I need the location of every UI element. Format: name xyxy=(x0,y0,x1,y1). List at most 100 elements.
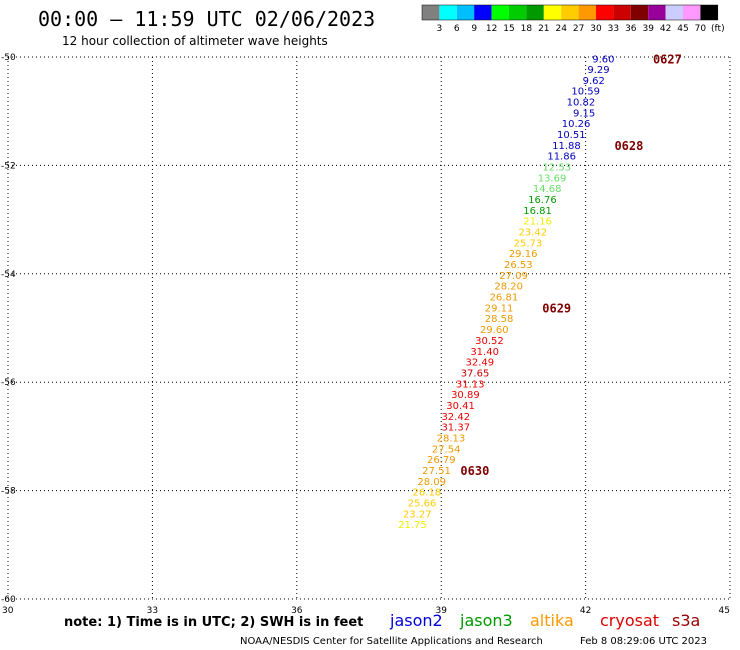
wave-height-point: 28.58 xyxy=(485,314,514,325)
y-tick-label: -54 xyxy=(1,270,16,280)
wave-height-point: 26.53 xyxy=(504,260,533,271)
plot-grid xyxy=(7,56,731,600)
time-label: 0627 xyxy=(653,53,682,67)
colorbar-tick: 18 xyxy=(521,24,533,34)
colorbar-swatch xyxy=(561,5,579,20)
wave-height-point: 29.11 xyxy=(485,303,514,314)
colorbar-legend: 3 6 9 12 15 18 21 24 27 30 33 36 39 42 45 70 (ft) xyxy=(421,4,725,34)
wave-height-point: 30.89 xyxy=(451,390,480,401)
colorbar-tick: 6 xyxy=(454,24,460,34)
satellite-legend-entry: s3a xyxy=(672,611,700,630)
colorbar-tick: 39 xyxy=(642,24,654,34)
colorbar-swatch xyxy=(648,5,666,20)
wave-height-point: 11.88 xyxy=(552,141,581,152)
wave-height-point: 27.09 xyxy=(499,271,528,282)
wave-height-point: 31.13 xyxy=(456,379,485,390)
colorbar-tick: 21 xyxy=(538,24,549,34)
colorbar-tick: 42 xyxy=(660,24,671,34)
wave-height-point: 28.09 xyxy=(417,477,446,488)
y-tick-label: -52 xyxy=(1,161,16,171)
wave-height-point: 23.27 xyxy=(403,509,432,520)
colorbar-tick: 27 xyxy=(573,24,584,34)
wave-height-point: 23.42 xyxy=(518,228,547,239)
x-tick-label: 45 xyxy=(719,606,730,616)
satellite-legend-entry: altika xyxy=(530,611,574,630)
colorbar-swatch xyxy=(683,5,701,20)
wave-height-point: 31.37 xyxy=(441,423,470,434)
colorbar-tick: 12 xyxy=(486,24,497,34)
wave-height-point: 27.54 xyxy=(432,444,461,455)
colorbar-tick: (ft) xyxy=(711,24,725,34)
wave-height-point: 10.82 xyxy=(567,97,596,108)
wave-height-point: 32.42 xyxy=(441,412,470,423)
colorbar-swatch xyxy=(578,5,596,20)
wave-height-point: 21.75 xyxy=(398,520,427,531)
colorbar-swatch xyxy=(596,5,614,20)
colorbar-tick: 33 xyxy=(608,24,619,34)
colorbar-swatch xyxy=(491,5,509,20)
y-tick-label: -56 xyxy=(1,378,16,388)
colorbar-swatch xyxy=(665,5,683,20)
wave-height-point: 32.49 xyxy=(466,358,495,369)
footer-note: note: 1) Time is in UTC; 2) SWH is in fe… xyxy=(64,615,363,630)
wave-height-point: 26.18 xyxy=(413,488,442,499)
wave-height-point: 28.13 xyxy=(437,433,466,444)
wave-height-point: 14.68 xyxy=(533,184,562,195)
chart-title: 00:00 – 11:59 UTC 02/06/2023 xyxy=(38,7,375,31)
colorbar-tick: 70 xyxy=(695,24,707,34)
colorbar-swatch xyxy=(439,5,457,20)
wave-height-point: 27.51 xyxy=(422,466,451,477)
colorbar-swatch xyxy=(526,5,544,20)
colorbar-swatch xyxy=(456,5,475,20)
time-label: 0630 xyxy=(460,464,489,478)
y-tick-label: -60 xyxy=(1,595,16,605)
wave-height-point: 29.16 xyxy=(509,249,538,260)
wave-height-point: 30.41 xyxy=(446,401,475,412)
wave-height-point: 11.86 xyxy=(547,152,576,163)
wave-height-point: 13.69 xyxy=(538,173,567,184)
wave-height-point: 25.66 xyxy=(408,499,437,510)
colorbar-tick: 24 xyxy=(555,24,567,34)
wave-height-point: 9.62 xyxy=(583,76,605,87)
wave-height-point: 12.53 xyxy=(543,162,572,173)
colorbar-swatch xyxy=(543,5,562,20)
wave-height-point: 16.81 xyxy=(523,206,552,217)
wave-height-point: 10.59 xyxy=(571,87,600,98)
wave-height-point: 26.79 xyxy=(427,455,456,466)
colorbar-swatch xyxy=(474,5,492,20)
satellite-legend-entry: jason2 xyxy=(389,611,443,630)
wave-height-point: 29.60 xyxy=(480,325,509,336)
colorbar-swatch xyxy=(509,5,527,20)
wave-height-point: 10.26 xyxy=(562,119,591,130)
y-tick-label: -58 xyxy=(1,487,16,497)
wave-height-point: 26.81 xyxy=(490,293,519,304)
time-label: 0629 xyxy=(542,301,571,315)
footer-credit: NOAA/NESDIS Center for Satellite Applica… xyxy=(240,636,543,647)
time-label: 0628 xyxy=(614,139,643,153)
colorbar-swatch xyxy=(700,5,718,20)
x-tick-label: 42 xyxy=(580,606,591,616)
colorbar-frame xyxy=(421,4,719,21)
wave-height-point: 21.16 xyxy=(523,217,552,228)
colorbar-swatch xyxy=(630,5,649,20)
colorbar-tick: 30 xyxy=(590,24,602,34)
satellite-legend-entry: cryosat xyxy=(600,611,659,630)
wave-height-point: 37.65 xyxy=(461,368,490,379)
x-tick-label: 30 xyxy=(2,606,14,616)
wave-height-point: 9.29 xyxy=(587,65,609,76)
colorbar-tick: 3 xyxy=(437,24,443,34)
wave-height-point: 30.52 xyxy=(475,336,504,347)
wave-height-point: 28.20 xyxy=(494,282,523,293)
colorbar-tick: 9 xyxy=(471,24,477,34)
wave-height-point: 9.60 xyxy=(592,55,614,66)
x-tick-label: 39 xyxy=(435,606,447,616)
chart-subtitle: 12 hour collection of altimeter wave hei… xyxy=(62,34,328,48)
colorbar-tick: 36 xyxy=(625,24,637,34)
x-tick-label: 36 xyxy=(291,606,303,616)
time-labels: 0627 0628 0629 0630 xyxy=(460,53,681,478)
footer-timestamp: Feb 8 08:29:06 UTC 2023 xyxy=(580,636,707,647)
colorbar-tick: 15 xyxy=(503,24,514,34)
wave-height-point: 31.40 xyxy=(470,347,499,358)
